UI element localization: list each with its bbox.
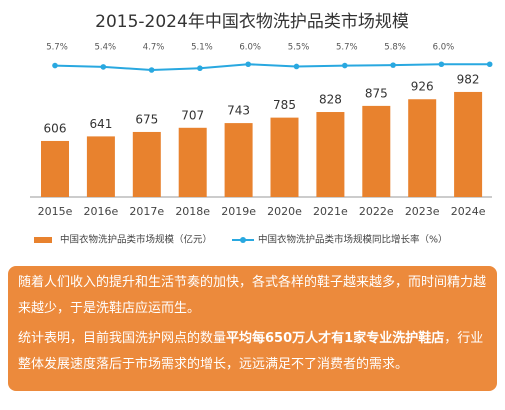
bar xyxy=(41,140,69,197)
line xyxy=(54,63,490,72)
line-point xyxy=(438,61,445,68)
bar xyxy=(362,105,391,197)
legend-swatch xyxy=(34,237,52,243)
line-point xyxy=(197,65,203,72)
paragraph: 随着人们收入的提升和生活节奏的加快，各式各样的鞋子越来越多，而时间精力越来越少，… xyxy=(18,275,487,316)
data-label: 926 xyxy=(411,80,434,94)
data-label: 707 xyxy=(181,108,204,122)
bar xyxy=(224,123,253,197)
x-tick-label: 2017e xyxy=(129,205,164,218)
line-point xyxy=(148,67,155,73)
legend-swatch xyxy=(240,237,246,243)
data-label: 5.7% xyxy=(46,43,68,53)
x-tick-label: 2021e xyxy=(313,205,348,218)
bar xyxy=(178,127,207,197)
legend-label: 中国衣物洗护品类市场规模同比增长率（%） xyxy=(258,234,448,246)
bar xyxy=(270,117,299,197)
text: 统计表明，目前我国洗护网点的数量 xyxy=(18,331,227,346)
paragraph: 统计表明，目前我国洗护网点的数量平均每650万人才有1家专业洗护鞋店，行业整体发… xyxy=(18,326,487,378)
x-tick-label: 2019e xyxy=(221,205,256,218)
data-label: 828 xyxy=(319,93,342,107)
data-label: 5.5% xyxy=(288,43,310,53)
data-label: 5.7% xyxy=(336,43,358,53)
bar xyxy=(316,112,345,197)
line-point xyxy=(342,62,348,69)
line-point xyxy=(293,63,300,70)
line-point xyxy=(390,62,396,68)
x-tick-label: 2023e xyxy=(405,205,440,218)
bar xyxy=(132,131,161,197)
legend-label: 中国衣物洗护品类市场规模（亿元） xyxy=(60,234,212,246)
data-label: 982 xyxy=(457,72,480,86)
data-label: 785 xyxy=(273,98,296,112)
data-label: 6.0% xyxy=(239,43,261,53)
x-tick-label: 2022e xyxy=(359,205,394,218)
data-label: 5.4% xyxy=(94,43,116,53)
text: ，行业整体发展速度落后于市场需求的增长，远远满足不了消费者的需求。 xyxy=(18,331,484,372)
data-label: 6.0% xyxy=(433,43,455,53)
data-label: 5.1% xyxy=(191,43,213,53)
data-label: 675 xyxy=(135,112,158,126)
x-tick-label: 2018e xyxy=(175,205,210,218)
chart: 2015-2024年中国衣物洗护品类市场规模 2015e 2016e 2017e 20… xyxy=(30,12,493,246)
x-tick-label: 2015e xyxy=(38,205,73,218)
chart-title: 2015-2024年中国衣物洗护品类市场规模 xyxy=(95,12,409,32)
bar xyxy=(408,99,437,197)
line-point xyxy=(52,62,58,69)
bar xyxy=(454,91,483,197)
line-point xyxy=(100,64,107,70)
data-label: 606 xyxy=(44,121,67,135)
data-label: 743 xyxy=(227,104,250,118)
line-point xyxy=(486,61,493,68)
data-label: 875 xyxy=(365,86,388,100)
x-tick-label: 2016e xyxy=(84,205,119,218)
x-tick-label: 2024e xyxy=(451,205,486,218)
data-label: 4.7% xyxy=(143,43,165,53)
data-label: 5.8% xyxy=(384,43,406,53)
line-point xyxy=(245,61,251,68)
data-label: 641 xyxy=(89,117,112,131)
bar xyxy=(86,136,115,197)
x-tick-label: 2020e xyxy=(267,205,302,218)
note-box: 随着人们收入的提升和生活节奏的加快，各式各样的鞋子越来越多，而时间精力越来越少，… xyxy=(8,266,497,391)
bold-text: 平均每650万人才有1家专业洗护鞋店 xyxy=(226,331,445,346)
